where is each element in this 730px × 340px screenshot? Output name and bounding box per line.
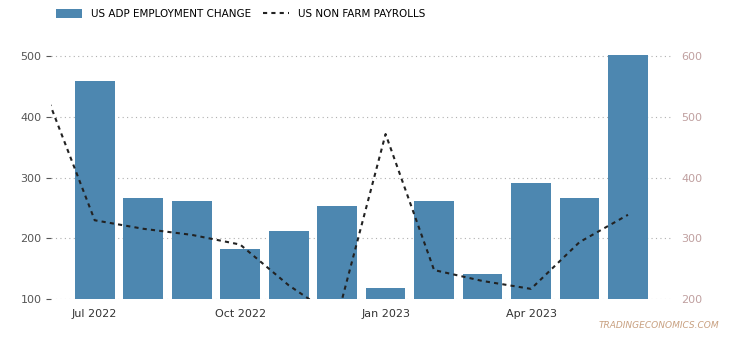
Bar <box>269 231 309 340</box>
Bar <box>608 54 648 340</box>
Bar <box>75 81 115 340</box>
Bar <box>560 198 599 340</box>
Bar <box>463 274 502 340</box>
Bar <box>123 198 163 340</box>
Bar <box>366 288 405 340</box>
Bar <box>511 183 551 340</box>
Bar <box>318 206 357 340</box>
Bar <box>220 249 260 340</box>
Legend: US ADP EMPLOYMENT CHANGE, US NON FARM PAYROLLS: US ADP EMPLOYMENT CHANGE, US NON FARM PA… <box>56 8 425 19</box>
Bar <box>414 201 454 340</box>
Bar <box>172 201 212 340</box>
Text: TRADINGECONOMICS.COM: TRADINGECONOMICS.COM <box>599 321 719 330</box>
